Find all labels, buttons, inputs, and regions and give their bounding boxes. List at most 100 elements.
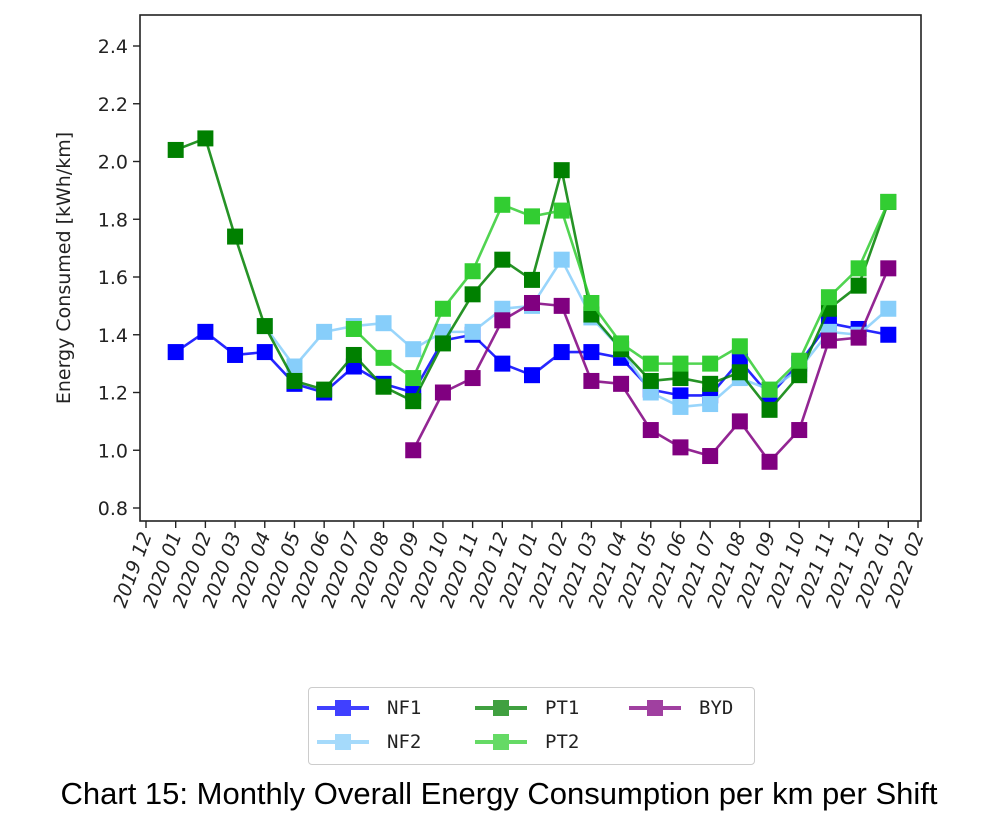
data-point[interactable] bbox=[850, 277, 867, 294]
legend-item-pt2[interactable]: PT2 bbox=[475, 728, 579, 756]
data-point[interactable] bbox=[227, 228, 244, 245]
series-byd bbox=[405, 260, 897, 470]
data-point[interactable] bbox=[702, 355, 719, 372]
data-point[interactable] bbox=[345, 346, 362, 363]
data-point[interactable] bbox=[880, 300, 897, 317]
data-point[interactable] bbox=[375, 349, 392, 366]
data-point[interactable] bbox=[702, 375, 719, 392]
series-line bbox=[263, 258, 890, 409]
data-point[interactable] bbox=[227, 346, 244, 363]
data-point[interactable] bbox=[672, 398, 689, 415]
data-point[interactable] bbox=[316, 323, 333, 340]
data-point[interactable] bbox=[583, 372, 600, 389]
data-point[interactable] bbox=[375, 315, 392, 332]
y-tick-label: 1.6 bbox=[98, 267, 128, 289]
data-point[interactable] bbox=[672, 370, 689, 387]
data-point[interactable] bbox=[464, 286, 481, 303]
data-point[interactable] bbox=[405, 393, 422, 410]
data-point[interactable] bbox=[553, 251, 570, 268]
data-point[interactable] bbox=[375, 378, 392, 395]
data-point[interactable] bbox=[613, 375, 630, 392]
legend-line-pt2 bbox=[475, 734, 527, 750]
data-point[interactable] bbox=[524, 208, 540, 225]
legend-item-byd[interactable]: BYD bbox=[629, 694, 733, 722]
data-point[interactable] bbox=[316, 381, 333, 398]
data-point[interactable] bbox=[524, 367, 540, 384]
data-point[interactable] bbox=[761, 401, 778, 418]
data-point[interactable] bbox=[553, 162, 570, 179]
legend-item-nf2[interactable]: NF2 bbox=[317, 728, 421, 756]
legend-label: PT2 bbox=[545, 731, 580, 753]
data-point[interactable] bbox=[761, 453, 778, 470]
data-point[interactable] bbox=[672, 355, 689, 372]
data-point[interactable] bbox=[702, 448, 719, 465]
data-point[interactable] bbox=[256, 318, 273, 335]
legend-label: BYD bbox=[699, 697, 734, 719]
square-marker-icon bbox=[493, 734, 509, 750]
data-point[interactable] bbox=[583, 294, 600, 311]
data-point[interactable] bbox=[820, 332, 837, 349]
series-pt2 bbox=[345, 193, 897, 398]
data-point[interactable] bbox=[405, 442, 422, 459]
data-point[interactable] bbox=[791, 422, 808, 439]
data-point[interactable] bbox=[702, 396, 719, 413]
legend-line-nf1 bbox=[317, 700, 369, 716]
legend-item-pt1[interactable]: PT1 bbox=[475, 694, 579, 722]
data-point[interactable] bbox=[761, 381, 778, 398]
data-point[interactable] bbox=[494, 196, 511, 213]
legend-label: NF2 bbox=[387, 731, 422, 753]
plot-frame bbox=[139, 14, 922, 522]
data-point[interactable] bbox=[880, 326, 897, 343]
data-point[interactable] bbox=[494, 312, 511, 329]
data-point[interactable] bbox=[524, 271, 540, 288]
data-point[interactable] bbox=[167, 141, 184, 158]
legend-item-nf1[interactable]: NF1 bbox=[317, 694, 421, 722]
data-point[interactable] bbox=[642, 355, 659, 372]
data-point[interactable] bbox=[791, 352, 808, 369]
data-point[interactable] bbox=[286, 358, 303, 375]
series-pt1 bbox=[167, 130, 897, 418]
y-tick-label: 1.4 bbox=[98, 325, 128, 347]
data-point[interactable] bbox=[464, 263, 481, 280]
data-point[interactable] bbox=[553, 297, 570, 314]
data-point[interactable] bbox=[880, 193, 897, 210]
data-point[interactable] bbox=[405, 370, 422, 387]
data-point[interactable] bbox=[434, 300, 451, 317]
data-point[interactable] bbox=[791, 367, 808, 384]
data-point[interactable] bbox=[256, 344, 273, 361]
data-point[interactable] bbox=[434, 335, 451, 352]
data-point[interactable] bbox=[850, 260, 867, 277]
data-point[interactable] bbox=[553, 344, 570, 361]
data-point[interactable] bbox=[494, 355, 511, 372]
data-point[interactable] bbox=[494, 251, 511, 268]
data-point[interactable] bbox=[820, 289, 837, 306]
data-point[interactable] bbox=[464, 370, 481, 387]
data-point[interactable] bbox=[553, 202, 570, 219]
y-tick-label: 2.2 bbox=[98, 94, 128, 116]
data-point[interactable] bbox=[345, 320, 362, 337]
data-point[interactable] bbox=[672, 439, 689, 456]
data-point[interactable] bbox=[434, 384, 451, 401]
series-layer bbox=[167, 130, 897, 470]
y-tick-label: 2.4 bbox=[98, 36, 128, 58]
data-point[interactable] bbox=[880, 260, 897, 277]
data-point[interactable] bbox=[731, 364, 748, 381]
data-point[interactable] bbox=[583, 344, 600, 361]
data-point[interactable] bbox=[464, 323, 481, 340]
data-point[interactable] bbox=[613, 335, 630, 352]
data-point[interactable] bbox=[286, 372, 303, 389]
data-point[interactable] bbox=[197, 130, 214, 147]
data-point[interactable] bbox=[405, 341, 422, 358]
data-point[interactable] bbox=[524, 294, 540, 311]
y-tick-label: 1.2 bbox=[98, 383, 128, 405]
data-point[interactable] bbox=[850, 329, 867, 346]
data-point[interactable] bbox=[642, 372, 659, 389]
data-point[interactable] bbox=[197, 323, 214, 340]
data-point[interactable] bbox=[642, 422, 659, 439]
y-tick-label: 2.0 bbox=[98, 152, 128, 174]
y-axis: 0.8 1.0 1.2 1.4 1.6 1.8 2.0 2.2 2.4 bbox=[98, 36, 140, 520]
data-point[interactable] bbox=[167, 344, 184, 361]
data-point[interactable] bbox=[731, 413, 748, 430]
y-tick-label: 0.8 bbox=[98, 498, 128, 520]
data-point[interactable] bbox=[731, 338, 748, 355]
